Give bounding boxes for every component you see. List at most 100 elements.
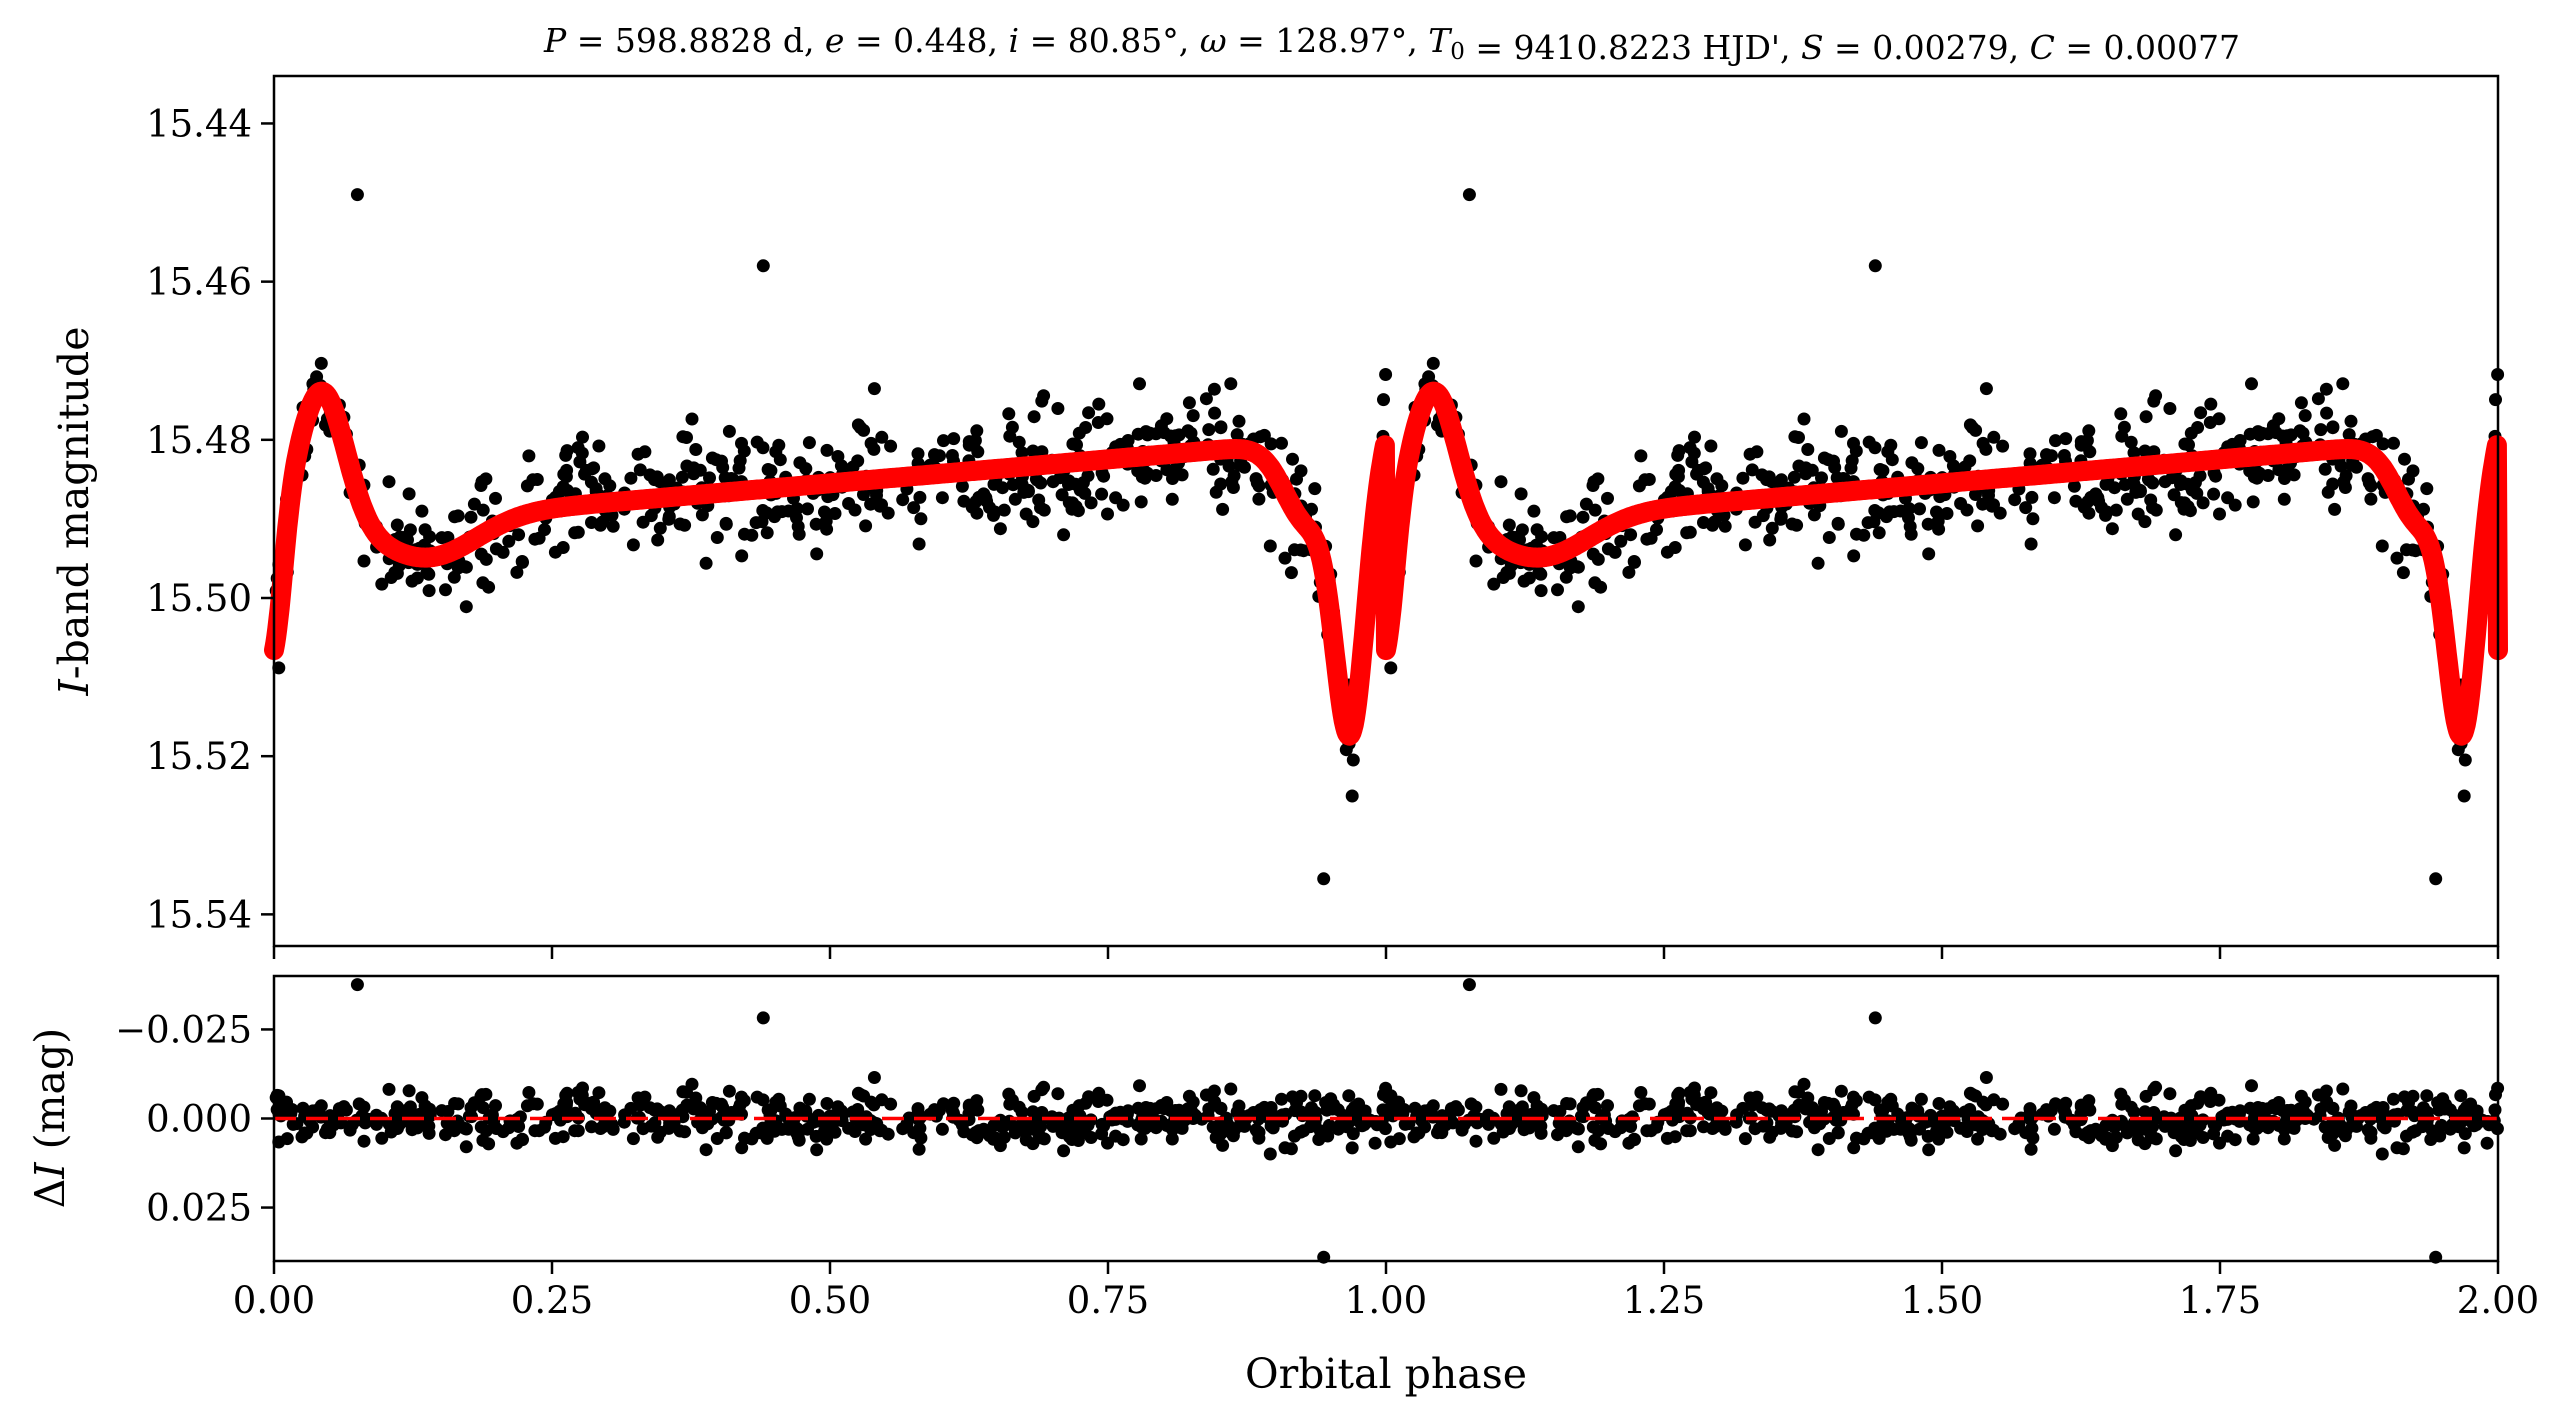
observation-point (526, 473, 540, 487)
observation-point (532, 531, 546, 545)
observation-point (1905, 456, 1919, 470)
residual-point (699, 1143, 713, 1157)
residual-point (1755, 1101, 1769, 1115)
residual-point (756, 1011, 770, 1025)
residual-point (1638, 1097, 1652, 1111)
observation-point (1969, 488, 1982, 501)
observation-point (1034, 476, 1048, 490)
observation-point (1263, 539, 1277, 553)
residual-point (2342, 1105, 2356, 1119)
observation-point (2008, 493, 2022, 507)
residual-point (1827, 1097, 1840, 1111)
observation-point (1135, 470, 1149, 484)
observation-point (2251, 425, 2265, 439)
residual-point (1413, 1107, 1427, 1121)
observation-point (626, 538, 640, 552)
residual-point (1914, 1092, 1928, 1106)
residual-point (2109, 1130, 2123, 1144)
residual-point (2127, 1105, 2141, 1119)
observation-point (2364, 492, 2378, 506)
observation-point (1288, 543, 1301, 557)
observation-point (2194, 406, 2208, 420)
residual-point (2178, 1130, 2191, 1144)
residual-point (280, 1132, 294, 1146)
observation-point (1514, 487, 1528, 501)
x-tick-label: 1.75 (2179, 1279, 2261, 1322)
residual-point (1788, 1085, 1802, 1099)
observation-point (515, 555, 529, 568)
observation-point (2318, 462, 2332, 476)
observation-point (2146, 501, 2159, 515)
observation-point (357, 554, 371, 568)
observation-point (1092, 397, 1106, 411)
observation-point (764, 464, 778, 478)
residual-point (802, 1092, 816, 1106)
residual-point (2082, 1131, 2096, 1145)
residual-point (676, 1085, 690, 1099)
observation-point (2398, 452, 2411, 466)
residual-point (2400, 1129, 2413, 1143)
residual-point (2163, 1087, 2177, 1101)
residual-point (997, 1130, 1011, 1144)
x-tick-label: 1.00 (1345, 1279, 1427, 1322)
observation-point (1745, 463, 1759, 477)
residual-point (1352, 1097, 1366, 1111)
observation-point (2024, 537, 2038, 551)
observation-point (1591, 472, 1605, 486)
observation-point (2319, 382, 2333, 396)
observation-point (1216, 502, 1230, 516)
residual-point (1164, 1103, 1177, 1117)
observation-point (2233, 434, 2247, 447)
x-tick-label: 0.00 (233, 1279, 315, 1322)
observation-point (596, 515, 610, 529)
residual-point (1847, 1090, 1860, 1104)
residual-point (2464, 1097, 2478, 1111)
observation-point (2207, 487, 2221, 501)
residual-point (750, 1090, 764, 1104)
residual-point (842, 1121, 856, 1135)
observation-point (1070, 438, 1083, 452)
residual-point (2387, 1092, 2400, 1106)
residual-point (459, 1140, 473, 1154)
y-tick-label: 0.000 (146, 1098, 252, 1141)
residual-point (1305, 1101, 1318, 1115)
residual-point (636, 1122, 650, 1136)
x-axis-label: Orbital phase (1245, 1350, 1527, 1398)
residual-point (1186, 1112, 1200, 1125)
observation-point (1943, 450, 1957, 463)
residual-point (1095, 1117, 1109, 1131)
observation-point (512, 528, 526, 542)
residuals-y-axis-label: ΔI (mag) (26, 1028, 74, 1208)
observation-point (606, 519, 620, 533)
residual-point (1288, 1129, 1301, 1143)
residual-point (1704, 1086, 1718, 1100)
observation-point (1844, 461, 1858, 475)
observation-point (2082, 424, 2096, 438)
residual-point (1798, 1100, 1812, 1114)
observation-point (2149, 389, 2163, 403)
observation-point (1914, 436, 1928, 450)
observation-point (1422, 370, 1436, 384)
observation-point (1426, 356, 1440, 370)
residual-point (738, 1131, 751, 1145)
residual-point (323, 1126, 337, 1140)
observation-point (1019, 507, 1033, 521)
observation-point (703, 471, 716, 485)
residual-point (859, 1132, 873, 1146)
observation-point (1377, 393, 1390, 407)
residual-point (1979, 1098, 1993, 1112)
observation-point (1765, 521, 1779, 535)
observation-point (423, 530, 437, 544)
residual-point (1922, 1143, 1936, 1157)
residual-point (1527, 1091, 1541, 1105)
residual-point (605, 1118, 619, 1131)
residual-point (1797, 1077, 1811, 1091)
observation-point (1688, 430, 1701, 444)
observation-point (390, 566, 404, 580)
observation-point (710, 531, 724, 544)
observation-point (2067, 479, 2081, 493)
residual-point (1785, 1124, 1799, 1138)
residual-point (1037, 1080, 1051, 1094)
observation-point (422, 567, 436, 581)
residual-point (1931, 1129, 1945, 1142)
